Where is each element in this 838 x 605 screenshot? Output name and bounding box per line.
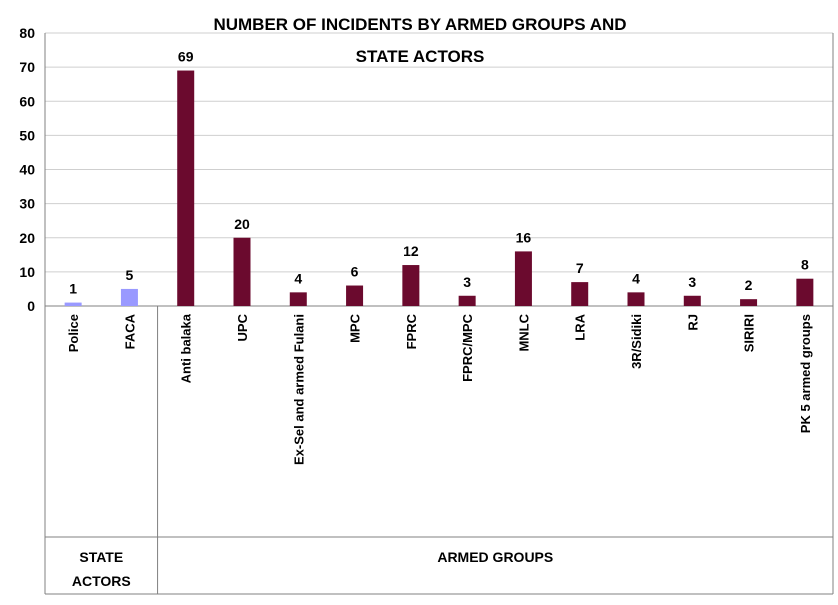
data-label: 12 — [403, 243, 419, 259]
category-label: Ex-Sel and armed Fulani — [291, 314, 306, 465]
data-label: 6 — [351, 264, 359, 280]
bar — [402, 265, 420, 306]
chart-title-line-2: STATE ACTORS — [356, 47, 485, 66]
group-label: ACTORS — [72, 573, 131, 589]
data-label: 3 — [688, 274, 696, 290]
data-label: 5 — [126, 267, 134, 283]
category-label: SIRIRI — [742, 314, 757, 352]
y-tick-label: 30 — [19, 196, 35, 212]
bar — [627, 292, 645, 306]
category-label: PK 5 armed groups — [798, 314, 813, 433]
data-label: 3 — [463, 274, 471, 290]
data-label: 1 — [69, 281, 77, 297]
bar — [289, 292, 307, 306]
plot-area: 0 10 20 30 40 50 60 70 80 1 Police 5 FACA 69 Anti bala… — [19, 25, 834, 595]
data-label: 4 — [294, 270, 302, 286]
category-label: MPC — [348, 313, 363, 343]
y-tick-label: 10 — [19, 264, 35, 280]
bar — [233, 237, 251, 306]
category-label: MNLC — [516, 313, 531, 351]
category-label: UPC — [235, 313, 250, 341]
group-label: STATE — [79, 549, 123, 565]
data-label: 8 — [801, 257, 809, 273]
bar — [740, 299, 758, 306]
bar — [683, 295, 701, 306]
category-label: FPRC/MPC — [460, 313, 475, 382]
category-label: Police — [66, 314, 81, 352]
bar — [64, 302, 82, 306]
category-label: FACA — [122, 313, 137, 349]
y-tick-label: 0 — [27, 298, 35, 314]
data-label: 16 — [516, 229, 532, 245]
y-tick-label: 70 — [19, 59, 35, 75]
chart-title-line-1: NUMBER OF INCIDENTS BY ARMED GROUPS AND — [213, 15, 626, 34]
group-label: ARMED GROUPS — [437, 549, 553, 565]
data-label: 69 — [178, 49, 194, 65]
bar — [796, 278, 814, 306]
y-tick-label: 20 — [19, 230, 35, 246]
bar — [514, 251, 532, 306]
bar — [120, 288, 138, 306]
y-tick-label: 40 — [19, 162, 35, 178]
category-label: Anti balaka — [179, 313, 194, 383]
data-label: 20 — [234, 216, 250, 232]
bar — [458, 295, 476, 306]
bar — [346, 285, 364, 306]
category-label: RJ — [685, 314, 700, 331]
data-label: 2 — [745, 277, 753, 293]
data-label: 7 — [576, 260, 584, 276]
y-tick-label: 50 — [19, 127, 35, 143]
category-label: 3R/Sidiki — [629, 314, 644, 369]
bar — [177, 70, 195, 306]
category-label: FPRC — [404, 313, 419, 349]
data-label: 4 — [632, 270, 640, 286]
y-tick-label: 80 — [19, 25, 35, 41]
category-label: LRA — [573, 313, 588, 340]
y-tick-label: 60 — [19, 93, 35, 109]
bar — [571, 282, 589, 306]
